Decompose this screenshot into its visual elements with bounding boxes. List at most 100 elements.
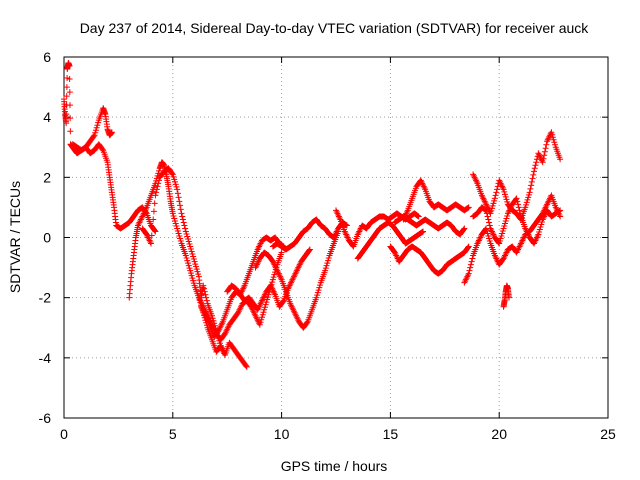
- series-trace-18: [500, 282, 512, 310]
- data-point: [466, 267, 473, 274]
- data-point: [182, 228, 189, 235]
- data-point: [187, 243, 194, 250]
- data-point: [187, 267, 194, 274]
- data-point: [149, 224, 156, 231]
- data-point: [202, 291, 209, 298]
- data-point: [269, 279, 276, 286]
- data-point: [171, 178, 178, 185]
- data-point: [306, 247, 313, 254]
- data-point: [317, 282, 324, 289]
- data-point: [153, 186, 160, 193]
- data-point: [418, 229, 425, 236]
- data-point: [63, 120, 70, 127]
- data-point: [186, 241, 193, 248]
- x-tick-label: 5: [169, 426, 177, 442]
- data-point: [155, 180, 162, 187]
- data-point: [176, 198, 183, 205]
- data-point: [264, 296, 271, 303]
- data-point: [174, 190, 181, 197]
- data-point: [414, 212, 421, 219]
- y-tick-label: -6: [39, 410, 52, 426]
- data-point: [94, 122, 101, 129]
- data-point: [173, 222, 180, 229]
- data-point: [177, 206, 184, 213]
- data-point: [504, 212, 511, 219]
- data-point: [316, 284, 323, 291]
- data-point: [465, 243, 472, 250]
- data-point: [491, 197, 498, 204]
- data-point: [179, 216, 186, 223]
- data-point: [187, 270, 194, 277]
- data-point: [499, 256, 506, 263]
- data-point: [531, 165, 538, 172]
- data-point: [541, 148, 548, 155]
- data-point: [182, 225, 189, 232]
- data-point: [537, 223, 544, 230]
- data-point: [171, 176, 178, 183]
- data-point: [180, 219, 187, 226]
- data-point: [315, 287, 322, 294]
- data-point: [503, 215, 510, 222]
- data-point: [484, 213, 491, 220]
- data-point: [92, 127, 99, 134]
- y-tick-label: -4: [39, 350, 52, 366]
- data-point: [488, 207, 495, 214]
- data-point: [174, 186, 181, 193]
- data-point: [323, 262, 330, 269]
- data-point: [414, 212, 421, 219]
- data-point: [522, 204, 529, 211]
- data-point: [486, 222, 493, 229]
- data-point: [156, 167, 163, 174]
- marks-layer: [61, 60, 564, 370]
- data-point: [557, 207, 564, 214]
- data-point: [178, 210, 185, 217]
- data-point: [201, 288, 208, 295]
- series-trace-3: [126, 159, 250, 370]
- data-point: [515, 204, 522, 211]
- data-point: [555, 208, 562, 215]
- chart-title: Day 237 of 2014, Sidereal Day-to-day VTE…: [80, 20, 590, 36]
- data-point: [548, 129, 555, 136]
- data-point: [525, 191, 532, 198]
- data-point: [190, 277, 197, 284]
- data-point: [501, 188, 508, 195]
- data-point: [66, 89, 73, 96]
- data-point: [185, 260, 192, 267]
- data-point: [66, 63, 73, 70]
- data-point: [190, 280, 197, 287]
- data-point: [243, 363, 250, 370]
- data-point: [552, 141, 559, 148]
- data-point: [322, 265, 329, 272]
- data-point: [169, 171, 176, 178]
- data-point: [190, 253, 197, 260]
- data-point: [524, 196, 531, 203]
- data-point: [500, 225, 507, 232]
- data-point: [63, 93, 70, 100]
- data-point: [313, 294, 320, 301]
- tick-label-layer: 0 5 10 15 20 25 -6 -4 -2 0 2 4 6: [39, 49, 616, 442]
- data-point: [183, 255, 190, 262]
- data-point: [501, 222, 508, 229]
- x-tick-label: 15: [383, 426, 399, 442]
- data-point: [485, 232, 492, 239]
- data-point: [151, 227, 158, 234]
- data-point: [325, 257, 332, 264]
- data-point: [259, 314, 266, 321]
- data-point: [532, 162, 539, 169]
- data-point: [195, 271, 202, 278]
- data-point: [171, 217, 178, 224]
- data-point: [349, 242, 356, 249]
- data-point: [465, 204, 472, 211]
- data-point: [142, 230, 149, 237]
- data-point: [221, 331, 228, 338]
- data-point: [490, 200, 497, 207]
- data-point: [539, 159, 546, 166]
- x-tick-label: 0: [60, 426, 68, 442]
- data-point: [184, 233, 191, 240]
- data-point: [484, 230, 491, 237]
- data-point: [497, 235, 504, 242]
- data-point: [151, 200, 158, 207]
- data-point: [67, 128, 74, 135]
